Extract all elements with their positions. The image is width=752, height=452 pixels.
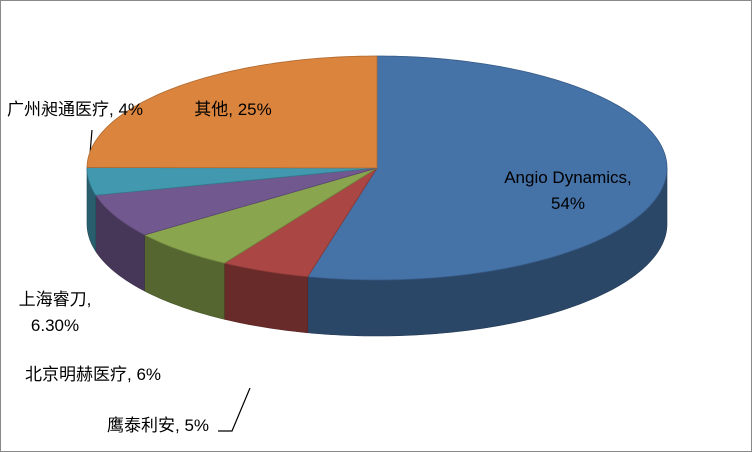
value-label: 54% <box>550 194 586 213</box>
category-name: 鹰泰利安 <box>106 416 175 435</box>
pie-slice <box>95 167 378 236</box>
data-label: Angio Dynamics, 54% <box>493 165 643 217</box>
label-separator: , <box>108 100 119 119</box>
data-label: 其他, 25% <box>163 97 303 123</box>
category-name: Angio Dynamics <box>504 168 628 187</box>
label-separator: , <box>126 365 137 384</box>
pie-slice <box>86 55 378 169</box>
leader-line <box>218 387 251 432</box>
value-label: 6.30% <box>30 316 80 335</box>
category-name: 广州昶通医疗 <box>6 100 109 119</box>
value-label: 4% <box>118 100 144 119</box>
pie-slice <box>223 167 378 278</box>
label-separator: , <box>174 416 185 435</box>
value-label: 5% <box>184 416 210 435</box>
label-separator: , <box>86 290 97 309</box>
pie-slice <box>143 167 378 264</box>
data-label: 广州昶通医疗, 4% <box>0 97 150 123</box>
pie-slice <box>86 167 378 196</box>
value-label: 25% <box>237 100 272 119</box>
data-label: 北京明赫医疗, 6% <box>18 362 168 388</box>
label-separator: , <box>627 168 637 187</box>
category-name: 北京明赫医疗 <box>24 365 127 384</box>
data-label: 鹰泰利安, 5% <box>88 413 228 439</box>
value-label: 6% <box>136 365 162 384</box>
label-separator: , <box>228 100 238 119</box>
category-name: 其他 <box>194 100 229 119</box>
category-name: 上海睿刀 <box>18 290 87 309</box>
data-label: 上海睿刀, 6.30% <box>5 287 105 339</box>
pie-slice <box>307 55 668 281</box>
